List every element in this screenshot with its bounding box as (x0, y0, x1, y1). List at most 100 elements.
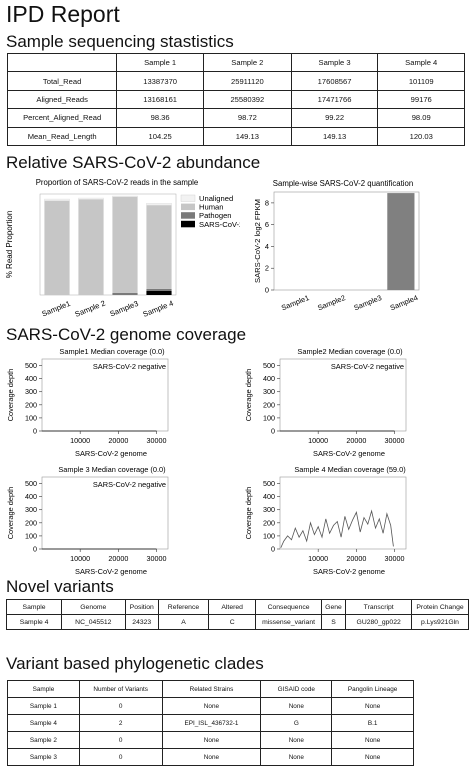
table-cell: B.1 (331, 714, 414, 732)
column-header: Sample (7, 680, 80, 698)
y-tick-label: 0 (33, 427, 37, 436)
table-cell: 104.25 (116, 126, 204, 146)
table-cell: None (331, 731, 414, 749)
x-tick-label: 30000 (385, 436, 405, 445)
bar-segment (44, 200, 70, 295)
table-cell: None (331, 697, 414, 715)
x-tick-label: 20000 (108, 554, 128, 563)
bar-segment (112, 195, 138, 198)
table-cell: 17608567 (290, 71, 379, 91)
x-tick-label: Sample1 (280, 293, 310, 312)
x-tick-label: 10000 (308, 554, 328, 563)
y-tick-label: 500 (263, 479, 275, 488)
x-tick-label: 20000 (108, 436, 128, 445)
x-tick-label: 30000 (147, 554, 167, 563)
x-tick-label: Sample2 (316, 293, 346, 312)
table-row: Aligned_Reads 13168161 25580392 17471766 991… (6, 89, 465, 110)
table-cell: None (331, 748, 414, 766)
y-tick-label: 100 (25, 413, 37, 422)
x-tick-label: 20000 (346, 554, 366, 563)
table-header-row: Sample Number of Variants Related Strains G… (7, 680, 414, 698)
table-cell: 98.72 (203, 108, 292, 128)
status-label: SARS-CoV-2 negative (93, 362, 166, 371)
bar-segment (112, 196, 138, 293)
read-proportion-chart: Proportion of SARS-CoV-2 reads in the sa… (5, 178, 240, 319)
table-cell: 99176 (377, 89, 465, 110)
table-cell: p.Lys921Gln (411, 614, 469, 630)
column-header: Number of Variants (78, 680, 163, 698)
y-tick-label: 500 (25, 361, 37, 370)
column-header: Genome (61, 599, 126, 615)
table-cell: Sample 1 (7, 697, 80, 715)
y-tick-label: 8 (265, 198, 269, 207)
coverage-chart: Sample1 Median coverage (0.0) Coverage de… (6, 347, 169, 458)
legend-swatch (181, 203, 195, 211)
y-tick-label: 500 (263, 361, 275, 370)
column-header: Altered (207, 599, 257, 615)
table-cell: NC_045512 (61, 614, 126, 630)
table-cell: 98.09 (377, 108, 465, 128)
novel-heading: Novel variants (6, 577, 114, 596)
x-tick-label: 30000 (385, 554, 405, 563)
coverage-charts: Sample1 Median coverage (0.0) Coverage de… (0, 345, 475, 576)
stats-heading: Sample sequencing stastistics (6, 32, 234, 51)
x-tick-label: Sample4 (389, 293, 419, 312)
clades-heading: Variant based phylogenetic clades (6, 654, 264, 673)
x-tick-label: Sample3 (352, 293, 382, 312)
x-tick-label: Sample1 (40, 299, 71, 319)
fpkm-chart: Sample-wise SARS-CoV-2 quantification SAR… (253, 179, 420, 312)
coverage-chart: Sample2 Median coverage (0.0) Coverage de… (244, 347, 407, 458)
bar-segment (44, 198, 70, 201)
table-cell: 25911120 (203, 71, 292, 91)
table-cell: A (158, 614, 209, 630)
clades-table: Sample Number of Variants Related Strains G… (7, 680, 414, 766)
x-tick-label: Sample 4 (141, 298, 174, 318)
column-header: Reference (158, 599, 209, 615)
x-tick-label: 10000 (308, 436, 328, 445)
table-cell: S (320, 614, 347, 630)
legend-swatch (181, 220, 195, 228)
x-tick-label: 20000 (346, 436, 366, 445)
table-cell: Aligned_Reads (6, 89, 118, 110)
x-axis-label: SARS-CoV-2 genome (313, 449, 385, 458)
table-cell: Sample 4 (5, 614, 63, 630)
x-axis-label: SARS-CoV-2 genome (313, 567, 385, 576)
column-header: GISAID code (260, 680, 333, 698)
y-tick-label: 100 (25, 531, 37, 540)
table-row: Sample 1 0 None None None (7, 697, 414, 715)
table-header-row: Sample 1 Sample 2 Sample 3 Sample 4 (6, 52, 465, 73)
column-header: Pangolin Lineage (331, 680, 414, 698)
table-cell: G (260, 714, 333, 732)
table-cell: Percent_Aligned_Read (6, 108, 118, 128)
table-cell: Sample 4 (7, 714, 80, 732)
x-axis-label: SARS-CoV-2 genome (75, 449, 147, 458)
column-header: Sample 3 (290, 52, 379, 73)
table-cell: 0 (78, 748, 163, 766)
column-header: Sample (5, 599, 63, 615)
chart-title: Sample2 Median coverage (0.0) (297, 347, 402, 356)
coverage-chart: Sample 4 Median coverage (59.0) Coverage … (244, 465, 407, 576)
abundance-heading: Relative SARS-CoV-2 abundance (6, 153, 261, 172)
bar-segment (78, 197, 104, 200)
y-tick-label: 500 (25, 479, 37, 488)
table-cell: 25580392 (203, 89, 292, 110)
y-axis-label: SARS-CoV-2 log2 FPKM (253, 199, 262, 283)
x-tick-label: Sample3 (108, 299, 139, 319)
bar-segment (146, 288, 172, 291)
y-axis-label: % Read Proportion (5, 211, 14, 279)
table-row: Sample 2 0 None None None (7, 731, 414, 749)
stats-table: Sample 1 Sample 2 Sample 3 Sample 4 Total_Re… (6, 52, 465, 146)
table-cell: Sample 2 (7, 731, 80, 749)
legend-label: Pathogen (199, 211, 232, 220)
bar (387, 193, 415, 290)
table-cell: None (260, 731, 333, 749)
table-cell: None (161, 748, 262, 766)
status-label: SARS-CoV-2 negative (93, 480, 166, 489)
legend-label: SARS-CoV-2 (199, 220, 240, 229)
y-tick-label: 300 (25, 387, 37, 396)
plot-area (39, 193, 177, 296)
chart-title: Sample-wise SARS-CoV-2 quantification (273, 179, 413, 188)
column-header: Sample 4 (377, 52, 465, 73)
y-tick-label: 0 (271, 427, 275, 436)
y-axis-label: Coverage depth (244, 369, 253, 422)
